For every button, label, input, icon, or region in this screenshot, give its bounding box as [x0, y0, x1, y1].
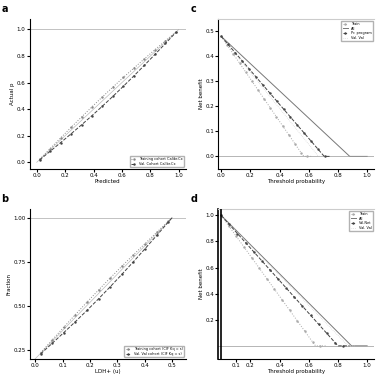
- X-axis label: Predicted: Predicted: [95, 179, 120, 184]
- X-axis label: Threshold probability: Threshold probability: [267, 179, 325, 184]
- Text: b: b: [2, 194, 9, 204]
- Legend: Training cohort (CIF Kq = s), Val. Val cohort (CIF Kq = s): Training cohort (CIF Kq = s), Val. Val c…: [124, 346, 184, 357]
- Y-axis label: Net benefit: Net benefit: [199, 79, 204, 109]
- Text: d: d: [190, 194, 197, 204]
- Legend: Train, All, Val.Net, Val. Val: Train, All, Val.Net, Val. Val: [349, 211, 373, 231]
- Text: a: a: [2, 4, 8, 14]
- Y-axis label: Actual p: Actual p: [10, 82, 15, 105]
- Legend: Training cohort Calibr.Cx, Val. Cohort Calibr.Cx: Training cohort Calibr.Cx, Val. Cohort C…: [130, 156, 184, 167]
- X-axis label: LDH+ (u): LDH+ (u): [95, 369, 120, 374]
- Text: c: c: [190, 4, 196, 14]
- Y-axis label: Fraction: Fraction: [7, 273, 12, 295]
- Y-axis label: Net benefit: Net benefit: [199, 269, 204, 299]
- Legend: Train, All, Pr. program, Val. Val: Train, All, Pr. program, Val. Val: [341, 21, 373, 41]
- X-axis label: Threshold probability: Threshold probability: [267, 369, 325, 374]
